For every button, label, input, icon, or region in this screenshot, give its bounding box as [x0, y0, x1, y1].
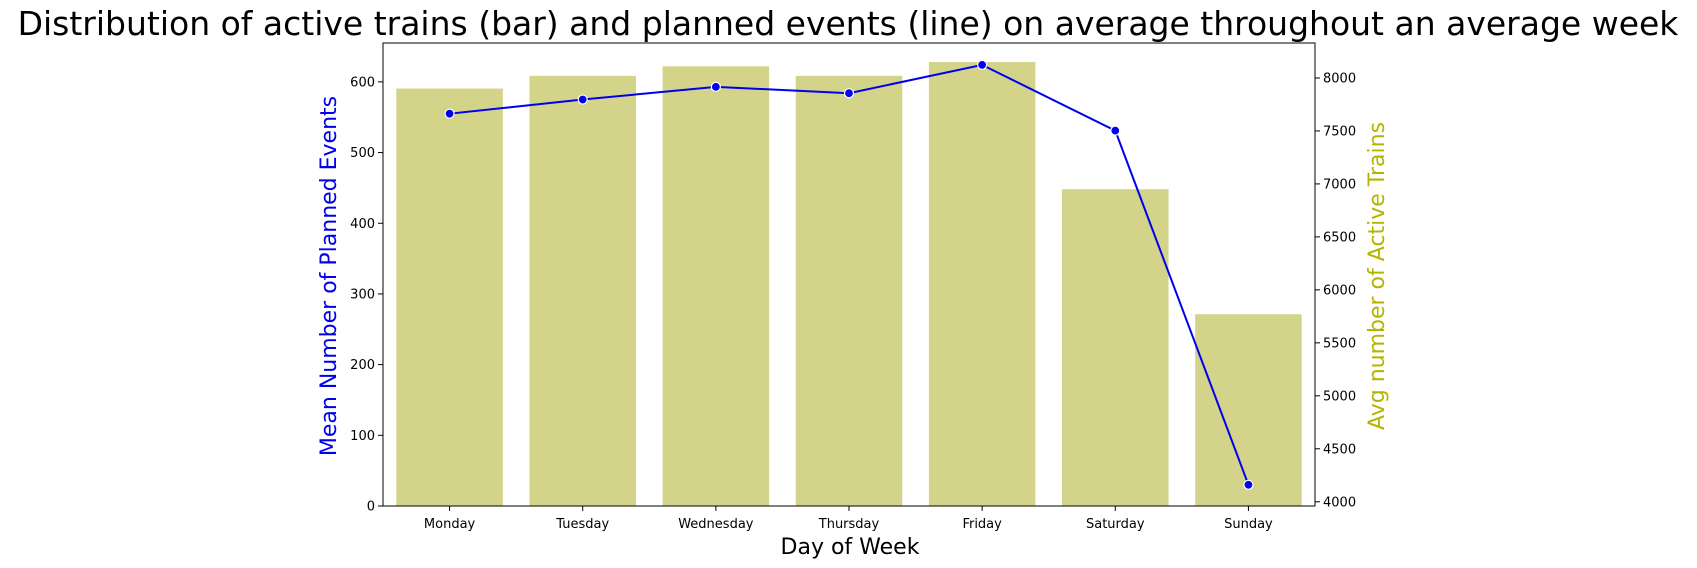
y2-tick-label: 5000 [1323, 389, 1356, 404]
y2-tick-label: 6500 [1323, 230, 1356, 245]
y-tick-label: 600 [350, 75, 375, 90]
y-tick-label: 500 [350, 146, 375, 161]
ticks-layer: 0 100 200 300 400 500 600 4000 4500 5000 5500 6000 6… [350, 71, 1356, 532]
bar-tuesday [529, 75, 636, 506]
x-axis-title: Day of Week [781, 535, 920, 560]
chart-title: Distribution of active trains (bar) and … [18, 4, 1680, 43]
line-point-sunday [1243, 479, 1254, 490]
y2-tick-label: 6000 [1323, 283, 1356, 298]
y2-tick-label: 4500 [1323, 442, 1356, 457]
y2-axis-title: Avg number of Active Trains [1365, 122, 1390, 430]
x-tick-label: Friday [962, 517, 1002, 532]
x-tick-label: Sunday [1224, 517, 1273, 532]
y-tick-label: 0 [367, 500, 375, 515]
bar-friday [928, 62, 1036, 507]
y2-tick-label: 8000 [1323, 71, 1356, 86]
y-tick-label: 200 [350, 358, 375, 373]
x-tick-label: Monday [424, 517, 476, 532]
line-point-wednesday [710, 81, 721, 92]
y2-tick-label: 4000 [1323, 495, 1356, 510]
line-point-monday [444, 108, 455, 119]
y2-tick-label: 7000 [1323, 177, 1356, 192]
x-tick-label: Thursday [818, 517, 880, 532]
bar-sunday [1195, 314, 1302, 506]
x-tick-label: Wednesday [678, 517, 754, 532]
x-tick-label: Saturday [1086, 517, 1145, 532]
bar-monday [396, 88, 503, 506]
y2-tick-label: 5500 [1323, 336, 1356, 351]
bars-layer [396, 62, 1302, 507]
bar-wednesday [662, 66, 770, 506]
line-point-friday [977, 59, 988, 71]
y-tick-label: 400 [350, 217, 375, 232]
x-tick-label: Tuesday [555, 517, 609, 532]
y-tick-label: 300 [350, 287, 375, 302]
y2-tick-label: 7500 [1323, 124, 1356, 139]
line-layer [444, 59, 1254, 490]
bar-saturday [1062, 189, 1169, 507]
bar-thursday [795, 75, 903, 506]
y-axis-title: Mean Number of Planned Events [317, 96, 342, 456]
line-point-thursday [843, 88, 855, 99]
line-point-tuesday [577, 94, 588, 105]
y-tick-label: 100 [350, 429, 375, 444]
line-point-saturday [1110, 125, 1121, 136]
